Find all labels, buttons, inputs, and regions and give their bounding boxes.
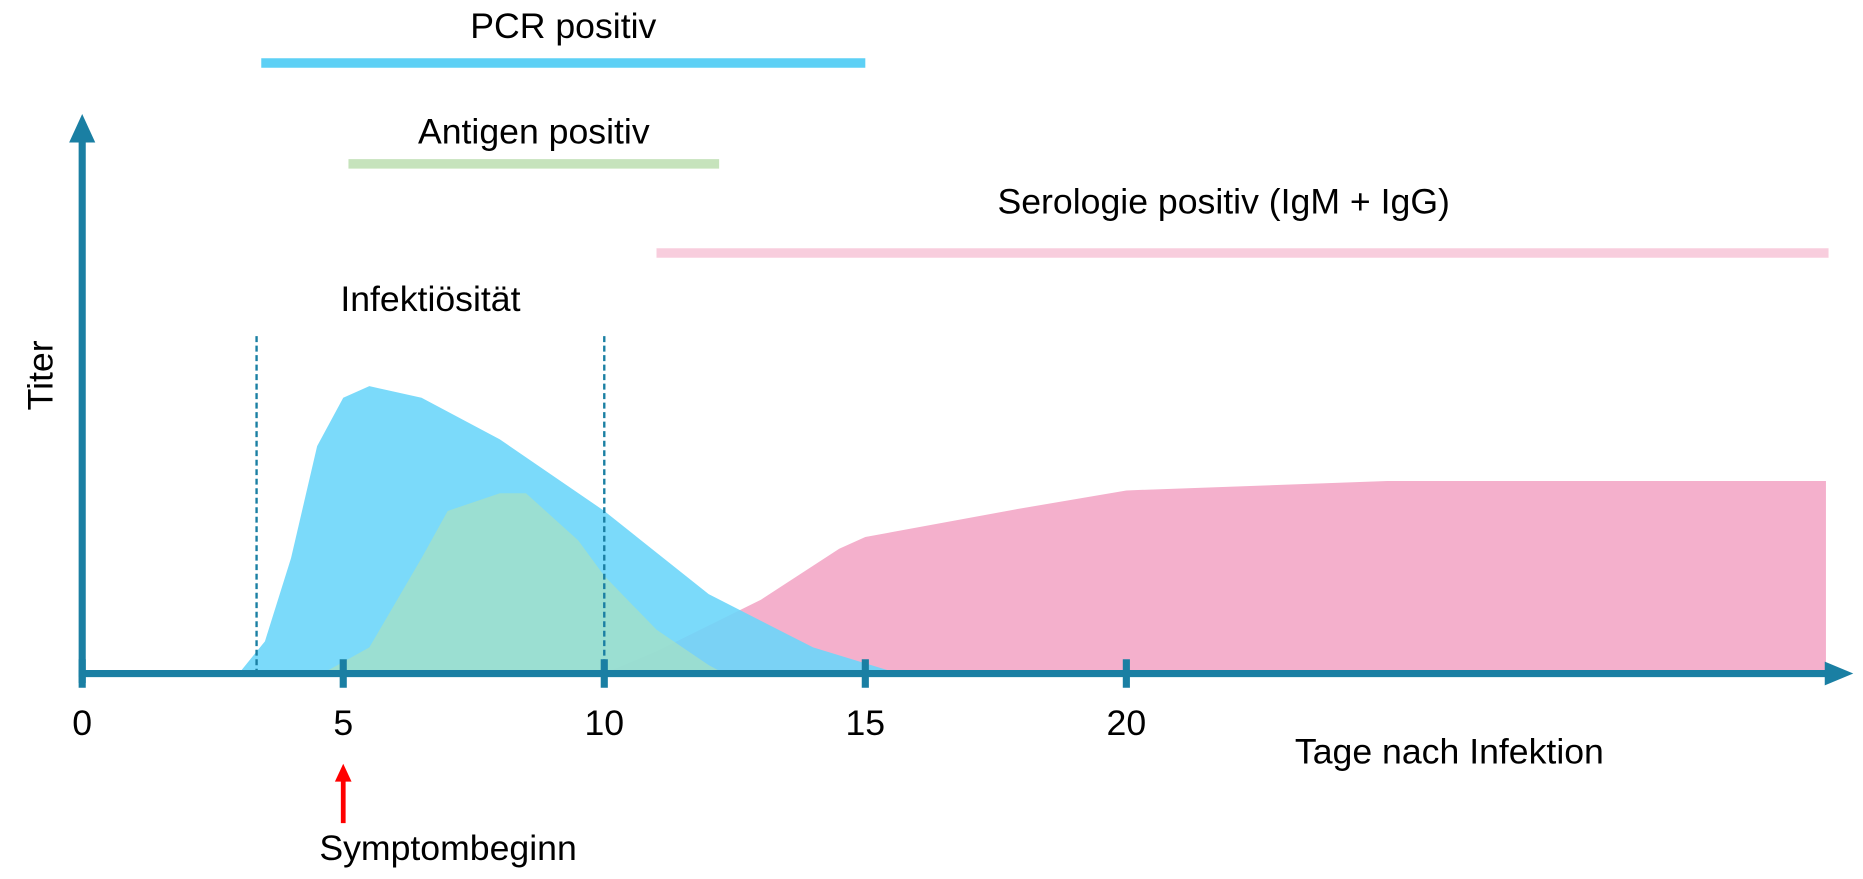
area (322, 493, 725, 674)
x-axis-label: Tage nach Infektion (1295, 732, 1604, 772)
range-label: PCR positiv (470, 6, 656, 46)
marker-arrow-head (334, 763, 352, 782)
x-tick-label: 0 (72, 703, 92, 743)
x-tick-label: 10 (584, 703, 624, 743)
x-tick-label: 15 (845, 703, 885, 743)
x-tick-label: 20 (1107, 703, 1147, 743)
window-label: Infektiösität (340, 279, 520, 319)
x-axis-arrow (1824, 661, 1854, 686)
area (604, 481, 1826, 674)
marker-label: Symptombeginn (319, 828, 576, 868)
range-label: Serologie positiv (IgM + IgG) (997, 182, 1449, 222)
y-axis-arrow (69, 114, 96, 143)
x-tick-label: 5 (333, 703, 353, 743)
y-axis-label: Titer (20, 340, 60, 410)
range-label: Antigen positiv (418, 112, 650, 152)
